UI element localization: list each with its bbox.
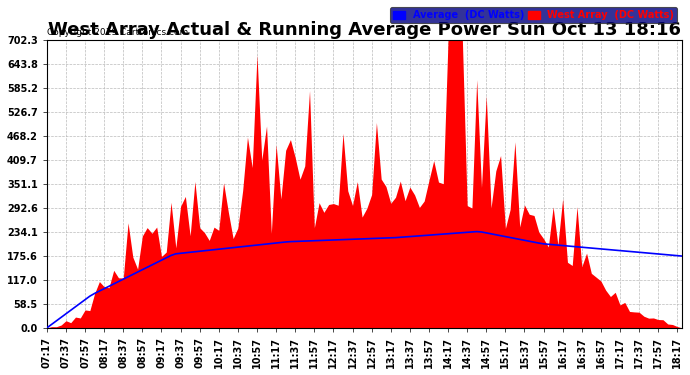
Text: Copyright 2019 Cartronics.com: Copyright 2019 Cartronics.com [47,28,188,37]
Legend: Average  (DC Watts), West Array  (DC Watts): Average (DC Watts), West Array (DC Watts… [391,7,677,23]
Title: West Array Actual & Running Average Power Sun Oct 13 18:16: West Array Actual & Running Average Powe… [48,21,681,39]
